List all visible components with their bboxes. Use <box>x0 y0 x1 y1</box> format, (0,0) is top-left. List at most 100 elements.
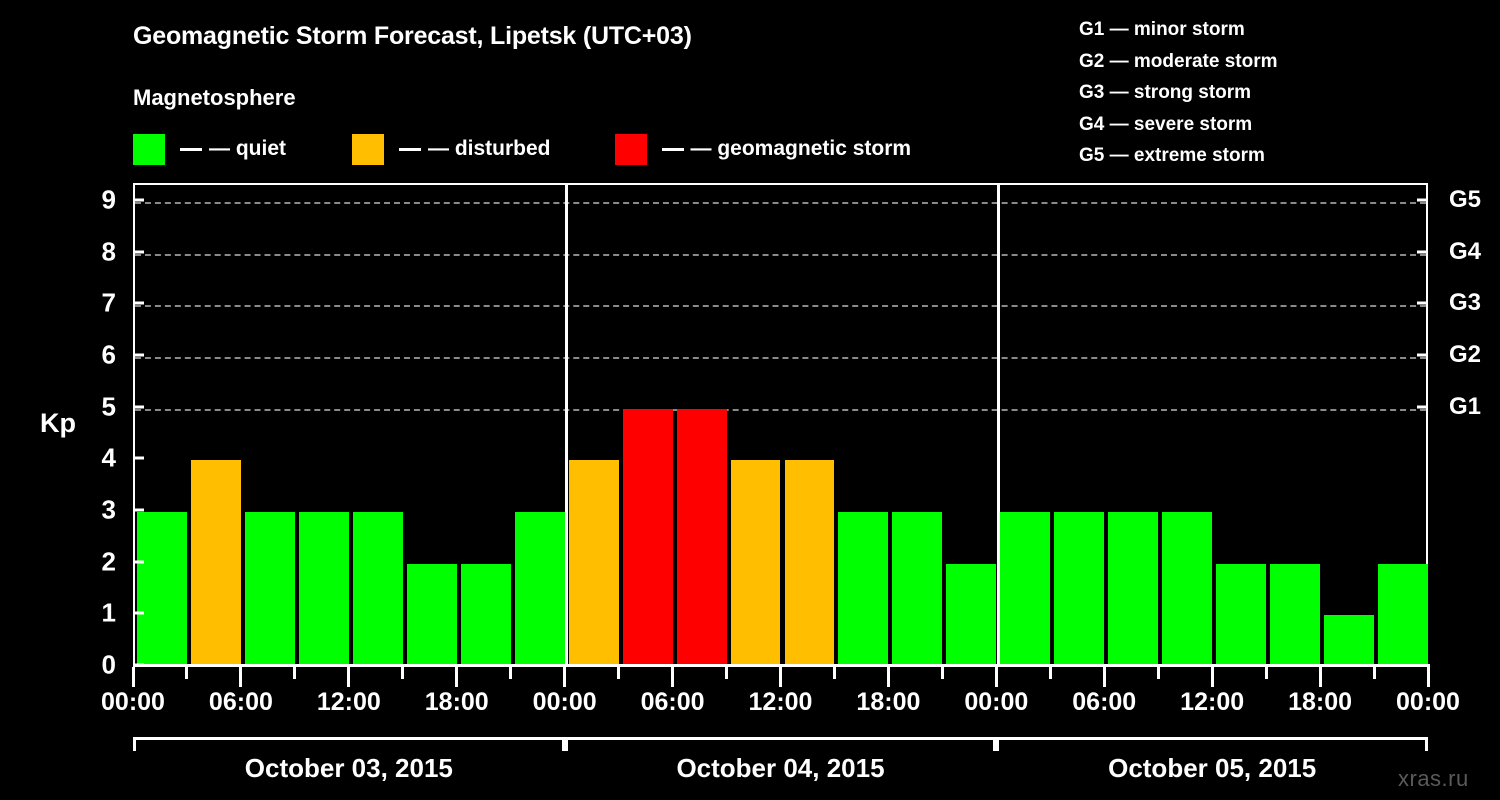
x-axis-line <box>133 664 1430 667</box>
plot-area <box>133 183 1428 667</box>
y-tick-mark-6 <box>133 353 144 357</box>
x-tick-mark <box>185 667 189 679</box>
y-tick-label-2: 2 <box>101 546 116 577</box>
y-tick-label-9: 9 <box>101 184 116 215</box>
day-bracket-line <box>133 737 565 740</box>
legend-dash-icon <box>661 147 684 151</box>
y-tick-mark-3 <box>133 508 144 512</box>
x-tick-mark <box>779 667 782 687</box>
x-tick-label: 12:00 <box>1180 688 1245 716</box>
x-tick-mark <box>509 667 513 679</box>
x-tick-mark <box>940 667 944 679</box>
date-label: October 03, 2015 <box>244 753 453 783</box>
x-tick-mark <box>401 667 405 679</box>
bar <box>190 460 241 667</box>
bar <box>784 460 835 667</box>
x-tick-label: 06:00 <box>640 688 705 716</box>
gridline-kp-8 <box>135 253 1426 256</box>
x-tick-mark <box>886 667 890 687</box>
legend-dash-icon <box>180 147 202 151</box>
y-tick-label-1: 1 <box>101 597 116 628</box>
gridline-kp-9 <box>135 202 1426 204</box>
bar <box>892 512 943 667</box>
day-bracket-line <box>564 737 997 740</box>
gscale-legend: G1 — minor storm G2 — moderate storm G3 … <box>1079 14 1278 172</box>
day-bracket <box>133 737 565 751</box>
g-tick-mark-g1 <box>1417 405 1428 409</box>
bar <box>460 563 511 667</box>
bar <box>244 512 295 667</box>
y-tick-mark-1 <box>133 611 144 615</box>
x-tick-label: 06:00 <box>1072 688 1137 716</box>
g-tick-mark-g2 <box>1417 353 1428 357</box>
x-tick-mark <box>239 667 243 687</box>
bar <box>622 408 673 667</box>
y-tick-label-6: 6 <box>101 339 116 370</box>
legend-item-storm: — geomagnetic storm <box>614 133 912 165</box>
bar <box>1324 615 1375 667</box>
bar <box>1216 563 1267 667</box>
x-tick-mark <box>994 667 998 687</box>
y-tick-label-3: 3 <box>101 494 116 525</box>
x-tick-mark <box>1426 667 1430 687</box>
g-tick-label-g5: G5 <box>1449 186 1482 213</box>
bar <box>1162 512 1213 667</box>
g-tick-label-g3: G3 <box>1449 289 1482 317</box>
x-tick-label: 18:00 <box>424 688 489 716</box>
day-bracket <box>996 737 1428 751</box>
legend-item-disturbed: — disturbed <box>352 133 551 165</box>
legend-swatch-quiet <box>133 133 165 165</box>
x-tick-mark <box>1156 667 1160 679</box>
y-tick-mark-0 <box>133 663 144 667</box>
x-tick-label: 00:00 <box>532 688 597 716</box>
bar <box>137 512 187 667</box>
legend-label-storm: — geomagnetic storm <box>690 137 912 160</box>
date-label: October 05, 2015 <box>1108 753 1317 783</box>
x-tick-mark <box>293 667 297 679</box>
gscale-item-g2: G2 — moderate storm <box>1079 50 1278 72</box>
y-tick-mark-2 <box>133 560 144 564</box>
bar <box>406 563 457 667</box>
bar <box>1000 512 1051 667</box>
day-bracket <box>564 737 997 751</box>
y-tick-label-5: 5 <box>101 391 116 422</box>
bar <box>1108 512 1159 667</box>
x-tick-mark <box>1264 667 1268 679</box>
gscale-item-g3: G3 — strong storm <box>1079 82 1252 103</box>
magnetosphere-legend: — quiet — disturbed — geomagnetic storm <box>133 133 911 165</box>
x-tick-label: 06:00 <box>208 688 273 716</box>
x-tick-label: 00:00 <box>1396 688 1460 716</box>
gscale-item-g1: G1 — minor storm <box>1079 19 1245 40</box>
day-separator <box>565 185 569 666</box>
g-tick-mark-g5 <box>1417 198 1428 202</box>
legend-swatch-disturbed <box>352 133 384 165</box>
bar <box>1054 512 1105 667</box>
legend-swatch-storm <box>614 133 647 165</box>
x-tick-label: 00:00 <box>964 688 1029 716</box>
x-tick-mark <box>1210 667 1214 687</box>
legend-label-quiet: — quiet <box>209 137 286 160</box>
y-tick-mark-9 <box>133 198 144 202</box>
y-tick-mark-7 <box>133 301 144 305</box>
bar <box>568 460 619 667</box>
date-label: October 04, 2015 <box>676 753 885 783</box>
bar <box>676 408 727 667</box>
bar <box>352 512 403 667</box>
y-tick-mark-8 <box>133 250 144 254</box>
g-tick-mark-g3 <box>1417 301 1428 305</box>
plot-inner <box>135 185 1428 667</box>
g-tick-mark-g4 <box>1417 250 1428 254</box>
legend-label-disturbed: — disturbed <box>428 137 551 160</box>
x-tick-mark <box>617 667 621 679</box>
x-tick-mark <box>725 667 729 679</box>
magnetosphere-legend-title: Magnetosphere <box>133 85 296 110</box>
bar <box>1270 563 1321 667</box>
y-tick-mark-5 <box>133 405 144 409</box>
gscale-item-g4: G4 — severe storm <box>1079 113 1253 135</box>
gridline-kp-5 <box>135 408 1426 411</box>
x-tick-mark <box>1372 667 1376 679</box>
page-title: Geomagnetic Storm Forecast, Lipetsk (UTC… <box>133 22 692 50</box>
x-tick-mark <box>671 667 675 687</box>
y-tick-mark-4 <box>133 456 144 460</box>
gridline-kp-7 <box>135 305 1426 308</box>
